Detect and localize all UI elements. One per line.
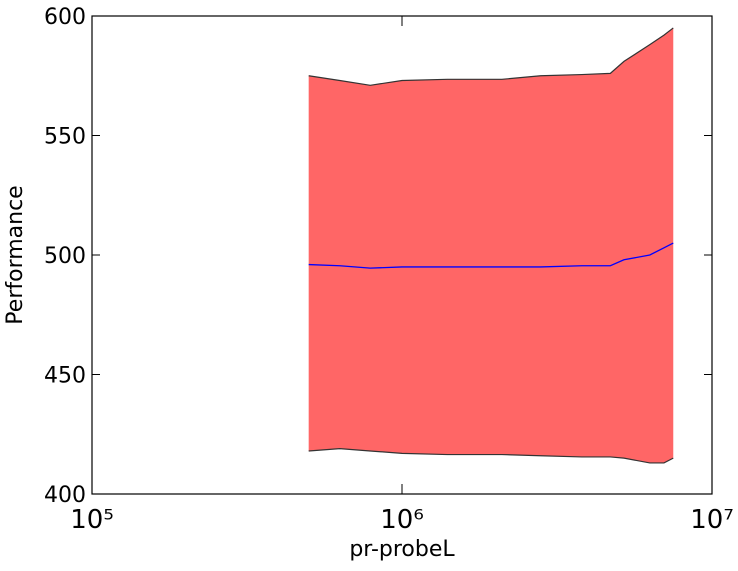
- lower-edge: [308, 447, 674, 464]
- x-tick-label: 10⁷: [690, 505, 734, 535]
- y-tick-label: 600: [44, 5, 86, 30]
- y-tick-label: 550: [44, 125, 86, 150]
- x-tick-label: 10⁶: [380, 505, 424, 535]
- x-axis-label: pr-probeL: [349, 537, 455, 562]
- mean-line: [308, 242, 674, 269]
- y-tick-label: 400: [44, 483, 86, 508]
- y-tick-label: 500: [44, 244, 86, 269]
- band: [308, 27, 674, 463]
- upper-edge: [308, 27, 674, 86]
- x-tick-label: 10⁵: [70, 505, 114, 535]
- y-tick-label: 450: [44, 364, 86, 389]
- y-axis-label: Performance: [3, 185, 28, 324]
